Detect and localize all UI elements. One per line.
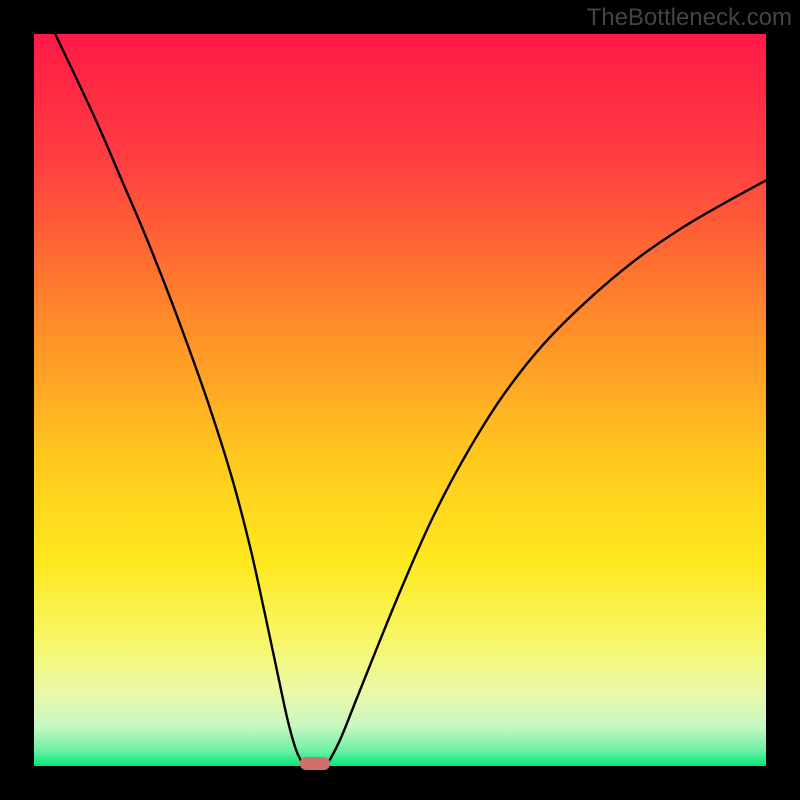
curve-left-branch [55, 34, 305, 766]
plot-area [34, 34, 766, 766]
chart-root: TheBottleneck.com [0, 0, 800, 800]
watermark-text: TheBottleneck.com [587, 4, 792, 32]
curve-right-branch [325, 180, 766, 766]
min-marker [300, 757, 330, 770]
curve-layer [34, 34, 766, 766]
